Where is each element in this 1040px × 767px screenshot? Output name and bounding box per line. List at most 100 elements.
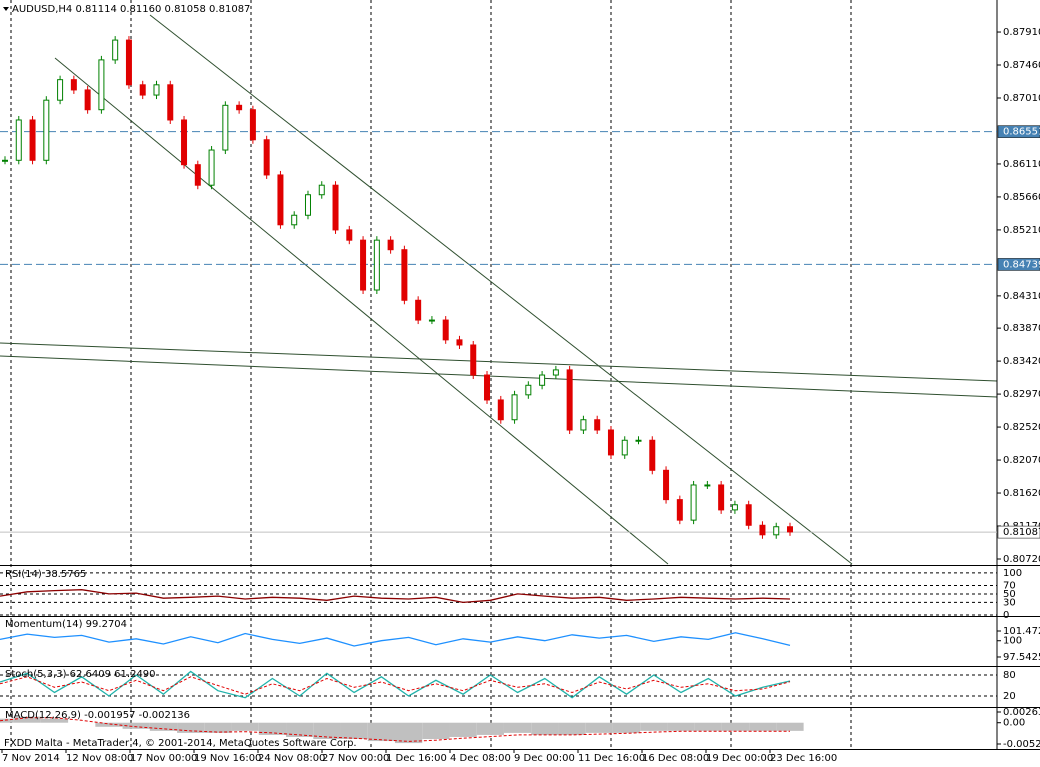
candle bbox=[98, 59, 105, 111]
x-tick-label: 12 Nov 08:00 bbox=[66, 753, 133, 764]
histogram-bar bbox=[667, 722, 695, 731]
histogram-bar bbox=[585, 722, 613, 733]
level-bg bbox=[997, 258, 1040, 271]
channel-upper bbox=[149, 14, 853, 565]
candle bbox=[236, 104, 243, 111]
y-tick-label: 101.4721 bbox=[1003, 626, 1040, 637]
candle bbox=[332, 184, 339, 231]
histogram-bar bbox=[340, 722, 368, 740]
histogram-bar bbox=[40, 718, 69, 723]
x-tick-label: 1 Dec 16:00 bbox=[386, 753, 447, 764]
candle bbox=[552, 369, 559, 376]
histogram-bar bbox=[558, 722, 586, 735]
candle bbox=[401, 249, 408, 301]
histogram-bar bbox=[177, 722, 205, 733]
candle bbox=[291, 214, 298, 226]
candle bbox=[167, 84, 174, 121]
candle bbox=[43, 99, 50, 161]
candle bbox=[29, 119, 36, 161]
histogram-bar bbox=[258, 722, 287, 735]
y-tick-label: -0.005227 bbox=[1003, 739, 1040, 750]
candle bbox=[125, 39, 132, 86]
y-tick-label: 97.5425 bbox=[1003, 652, 1040, 663]
histogram-bar bbox=[13, 716, 41, 723]
candle bbox=[346, 229, 353, 241]
x-tick-label: 24 Nov 08:00 bbox=[258, 753, 325, 764]
panel-title: Momentum(14) 99.2704 bbox=[5, 619, 127, 630]
candle bbox=[484, 374, 491, 401]
candle bbox=[731, 504, 738, 511]
menu-arrow[interactable] bbox=[3, 7, 9, 11]
candle bbox=[428, 319, 435, 322]
indicator-line bbox=[0, 676, 791, 695]
trend-line bbox=[0, 342, 998, 382]
y-tick-label: 30 bbox=[1003, 597, 1016, 608]
candle bbox=[497, 399, 504, 421]
candle bbox=[194, 164, 201, 186]
y-tick-label: 0.00 bbox=[1003, 718, 1025, 729]
candle bbox=[773, 526, 780, 536]
histogram-bar bbox=[95, 722, 123, 727]
candle bbox=[442, 319, 449, 341]
histogram-bar bbox=[313, 722, 341, 740]
y-tick-label: 100 bbox=[1003, 568, 1022, 579]
y-tick-label: 0 bbox=[1003, 610, 1009, 621]
y-tick-label: 20 bbox=[1003, 691, 1016, 702]
histogram-bar bbox=[0, 718, 14, 723]
channel-lower bbox=[54, 57, 669, 565]
histogram-bar bbox=[694, 722, 722, 731]
histogram-bar bbox=[122, 722, 150, 729]
histogram-bar bbox=[204, 722, 232, 733]
frames bbox=[0, 0, 1040, 750]
histogram-bar bbox=[231, 722, 259, 731]
candle bbox=[387, 239, 394, 251]
chart-title: AUDUSD,H4 0.81114 0.81160 0.81058 0.8108… bbox=[12, 4, 250, 15]
candle bbox=[718, 484, 725, 511]
candle bbox=[649, 439, 656, 471]
panel-title: MACD(12,26,9) -0.001957 -0.002136 bbox=[5, 710, 190, 721]
trend-lines bbox=[0, 14, 998, 565]
candle bbox=[57, 79, 64, 101]
x-tick-label: 7 Nov 2014 bbox=[2, 753, 60, 764]
level-label: 0.86551 bbox=[1003, 127, 1040, 138]
x-tick-label: 16 Dec 08:00 bbox=[642, 753, 709, 764]
vertical-grid bbox=[10, 0, 852, 749]
candle bbox=[525, 384, 532, 396]
histogram-bar bbox=[640, 722, 668, 731]
candle bbox=[635, 439, 642, 442]
candle bbox=[181, 119, 188, 166]
candle bbox=[566, 369, 573, 431]
candle bbox=[470, 344, 477, 376]
candle bbox=[745, 504, 752, 526]
panel-title: RSI(14) 38.5765 bbox=[5, 569, 86, 580]
histogram-bar bbox=[531, 722, 559, 735]
candle bbox=[318, 184, 325, 196]
candle bbox=[621, 439, 628, 456]
candle bbox=[153, 84, 160, 96]
histogram-bar bbox=[422, 722, 450, 740]
candle bbox=[580, 419, 587, 431]
x-tick-label: 17 Nov 00:00 bbox=[130, 753, 197, 764]
candle bbox=[690, 484, 697, 521]
trend-line bbox=[0, 355, 998, 398]
candle bbox=[222, 104, 229, 151]
histogram-bar bbox=[776, 722, 804, 731]
candle bbox=[676, 499, 683, 521]
candle bbox=[511, 394, 518, 421]
histogram-bar bbox=[449, 722, 477, 737]
panel-title: Stoch(5,3,3) 62.6409 61.2490 bbox=[5, 669, 156, 680]
candle bbox=[663, 469, 670, 501]
histogram-bar bbox=[367, 722, 395, 742]
y-tick-label: 100 bbox=[1003, 636, 1022, 647]
x-tick-label: 4 Dec 08:00 bbox=[450, 753, 511, 764]
y-tick-label: 70 bbox=[1003, 581, 1016, 592]
candle bbox=[84, 89, 91, 111]
